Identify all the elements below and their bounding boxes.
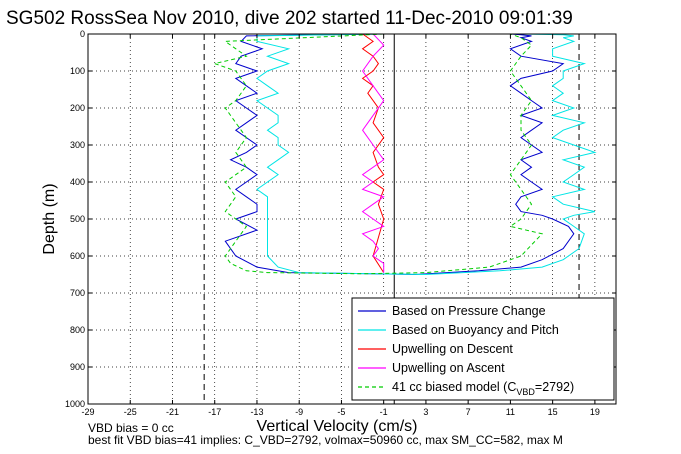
x-tick-label: -1 bbox=[380, 407, 388, 417]
series-line-3 bbox=[361, 33, 385, 273]
y-tick-label: 500 bbox=[70, 214, 85, 224]
legend-label-2: Based on Buoyancy and Pitch bbox=[392, 323, 559, 337]
legend: Based on Pressure Change Based on Buoyanc… bbox=[351, 297, 615, 401]
legend-box bbox=[351, 297, 615, 401]
x-tick-label: -13 bbox=[250, 407, 263, 417]
y-tick-label: 300 bbox=[70, 140, 85, 150]
x-tick-label: -17 bbox=[208, 407, 221, 417]
x-tick-label: 7 bbox=[466, 407, 471, 417]
x-tick-label: 11 bbox=[506, 407, 515, 417]
x-tick-label: 15 bbox=[548, 407, 558, 417]
x-tick-label: -29 bbox=[81, 407, 94, 417]
legend-label-5: 41 cc biased model (CVBD=2792) bbox=[392, 380, 574, 397]
x-tick-label: -9 bbox=[295, 407, 303, 417]
y-tick-label: 900 bbox=[70, 362, 85, 372]
y-tick-label: 100 bbox=[70, 66, 85, 76]
x-tick-label: -25 bbox=[124, 407, 137, 417]
x-tick-label: -21 bbox=[166, 407, 179, 417]
chart-title: SG502 RossSea Nov 2010, dive 202 started… bbox=[6, 8, 573, 29]
legend-label-4: Upwelling on Ascent bbox=[392, 361, 505, 375]
y-tick-label: 0 bbox=[80, 29, 85, 39]
series-line-2 bbox=[255, 33, 597, 276]
y-tick-label: 700 bbox=[70, 288, 85, 298]
series-group bbox=[212, 33, 597, 276]
y-tick-label: 400 bbox=[70, 177, 85, 187]
series-line-4 bbox=[361, 33, 385, 273]
x-tick-label: 19 bbox=[590, 407, 600, 417]
series-line-1 bbox=[224, 33, 575, 276]
y-tick-label: 800 bbox=[70, 325, 85, 335]
y-tick-label: 1000 bbox=[65, 399, 85, 409]
x-tick-label: -5 bbox=[337, 407, 345, 417]
y-axis-ticks: 0 100 200 300 400 500 600 700 800 900 1000 bbox=[65, 29, 616, 409]
x-tick-label: 3 bbox=[423, 407, 428, 417]
y-tick-label: 200 bbox=[70, 103, 85, 113]
x-axis-ticks: -29 -25 -21 -17 -13 -9 -5 -1 3 7 11 15 19 bbox=[81, 34, 600, 417]
y-tick-label: 600 bbox=[70, 251, 85, 261]
legend-label-1: Based on Pressure Change bbox=[392, 304, 546, 318]
x-axis-label: Vertical Velocity (cm/s) bbox=[257, 418, 418, 435]
y-axis-label: Depth (m) bbox=[41, 183, 58, 254]
footer-line-2: best fit VBD bias=41 implies: C_VBD=2792… bbox=[88, 433, 563, 447]
legend-label-3: Upwelling on Descent bbox=[392, 342, 513, 356]
footer-line-1: VBD bias = 0 cc bbox=[88, 421, 174, 435]
